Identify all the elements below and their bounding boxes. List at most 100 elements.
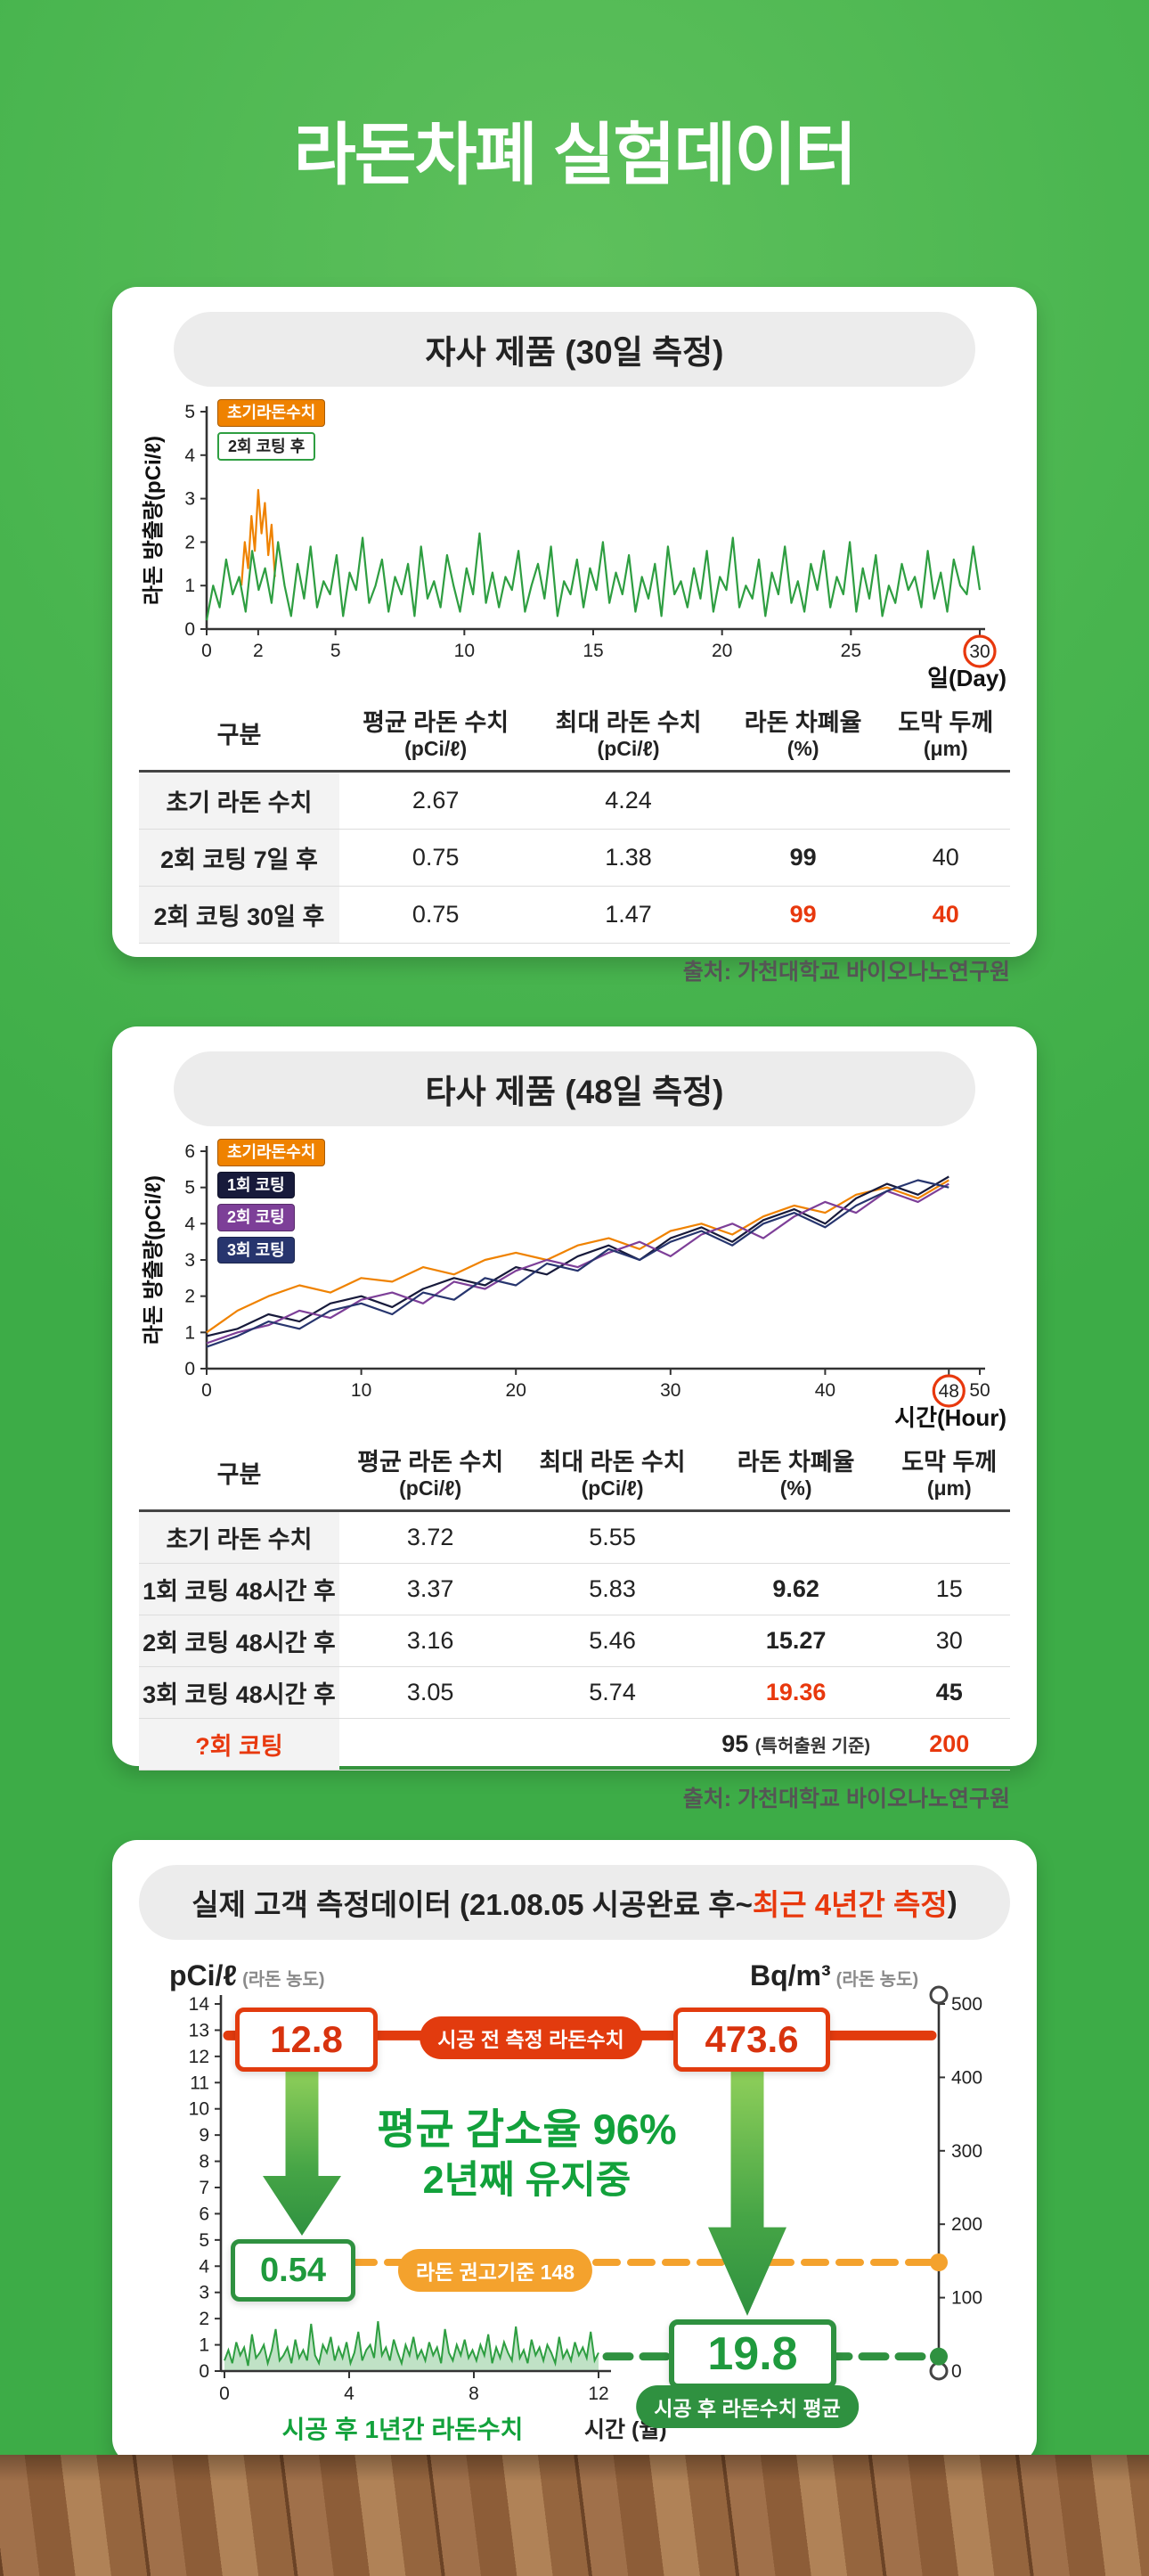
table-cell: [881, 771, 1010, 830]
reduction-stat-line1: 평균 감소율 96%: [377, 2106, 677, 2153]
series-line: [240, 488, 276, 586]
table-cell: 9.62: [703, 1563, 889, 1615]
svg-text:10: 10: [189, 2099, 209, 2120]
svg-text:20: 20: [712, 641, 732, 661]
line-chart-48hour: 0 1 2 3 4 5 6 0 10 20 30 40 50 48 라돈 방출량(pCi/ℓ) 시간(Hour…: [142, 1141, 1006, 1431]
table-row: 2회 코팅 7일 후 0.75 1.38 99 40: [139, 829, 1010, 887]
table-row: 2회 코팅 48시간 후 3.16 5.46 15.27 30: [139, 1615, 1010, 1667]
table-cell: 40: [881, 886, 1010, 944]
reduction-stat: 평균 감소율 96% 2년째 유지중: [351, 2102, 703, 2206]
card3-header-highlight: 최근 4년간 측정: [752, 1888, 948, 1921]
table-cell: 3.16: [338, 1615, 522, 1667]
svg-text:0: 0: [201, 641, 212, 661]
table-cell: 15.27: [703, 1615, 889, 1667]
card3-header: 실제 고객 측정데이터 (21.08.05 시공완료 후~ 최근 4년간 측정): [139, 1865, 1010, 1940]
svg-text:일(Day): 일(Day): [927, 665, 1006, 691]
axis-bottom-marker: [929, 2361, 949, 2381]
svg-text:0: 0: [184, 1359, 195, 1379]
svg-text:2: 2: [199, 2309, 209, 2329]
table-header-row: 구분 평균 라돈 수치 (pCi/ℓ) 최대 라돈 수치 (pCi/ℓ) 라돈 차폐율 (%…: [139, 700, 1010, 773]
table-row: 초기 라돈 수치 3.72 5.55: [139, 1510, 1010, 1564]
after-value-pci: 0.54: [231, 2239, 355, 2302]
card1-header: 자사 제품 (30일 측정): [174, 312, 975, 387]
svg-text:15: 15: [583, 641, 603, 661]
svg-text:12: 12: [189, 2047, 209, 2067]
svg-text:12: 12: [588, 2384, 608, 2404]
series-line: [206, 1179, 949, 1334]
table-row: 3회 코팅 48시간 후 3.05 5.74 19.36 45: [139, 1666, 1010, 1719]
svg-text:5: 5: [184, 402, 195, 422]
left-axis-unit: pCi/ℓ (라돈 농도): [169, 1959, 325, 1992]
circled-tick: [932, 1374, 966, 1408]
right-axis-unit: Bq/m³ (라돈 농도): [750, 1959, 918, 1992]
svg-text:300: 300: [951, 2141, 982, 2162]
row-label: 2회 코팅 30일 후: [139, 886, 339, 944]
table-cell: 2.67: [338, 771, 533, 830]
svg-text:14: 14: [189, 1994, 210, 2015]
legend-chip: 초기라돈수치: [217, 1139, 326, 1166]
svg-text:2: 2: [184, 532, 195, 552]
table-cell: 0.75: [338, 886, 533, 944]
svg-text:시간(Hour): 시간(Hour): [894, 1404, 1006, 1431]
series-line: [206, 1182, 949, 1345]
table-cell: 3.05: [338, 1666, 522, 1719]
series-line: [206, 1179, 949, 1348]
guideline-marker: [930, 2253, 948, 2272]
table-header: 최대 라돈 수치 (pCi/ℓ): [532, 700, 725, 773]
svg-text:0: 0: [219, 2384, 230, 2404]
table-cell: [724, 771, 882, 830]
svg-text:1: 1: [184, 1322, 195, 1343]
card1-header-label: 자사 제품 (30일 측정): [425, 334, 724, 371]
before-value-bq: 473.6: [673, 2008, 830, 2072]
svg-text:4: 4: [184, 1214, 195, 1234]
table-header: 라돈 차폐율 (%): [703, 1440, 889, 1512]
card2-chart-area: 0 1 2 3 4 5 6 0 10 20 30 40 50 48 라돈 방출량(pCi/ℓ) 시간(Hour…: [139, 1137, 1010, 1431]
svg-text:9: 9: [199, 2125, 209, 2146]
svg-text:100: 100: [951, 2288, 982, 2309]
svg-text:10: 10: [351, 1380, 371, 1401]
row-label: 2회 코팅 7일 후: [139, 829, 339, 887]
svg-text:라돈 방출량(pCi/ℓ): 라돈 방출량(pCi/ℓ): [142, 1175, 166, 1345]
left-axis-unit-label: pCi/ℓ: [169, 1959, 238, 1991]
card2-legend: 초기라돈수치 1회 코팅 2회 코팅 3회 코팅: [217, 1139, 326, 1263]
card1-chart-area: 0 1 2 3 4 5 0 2 5 10 15 20 25 30 라돈 방출량(pCi/ℓ) 일(Day) 초…: [139, 397, 1010, 691]
after-average-label: 시공 후 라돈수치 평균: [636, 2385, 859, 2428]
table-header: 평균 라돈 수치 (pCi/ℓ): [338, 700, 533, 773]
svg-text:6: 6: [184, 1141, 195, 1162]
table-cell: [338, 1718, 522, 1770]
table-cell: 3.37: [338, 1563, 522, 1615]
svg-text:3: 3: [199, 2283, 209, 2303]
svg-text:13: 13: [189, 2020, 209, 2040]
svg-text:6: 6: [199, 2204, 209, 2224]
svg-text:4: 4: [199, 2256, 209, 2277]
svg-text:1: 1: [199, 2335, 209, 2356]
card2-source: 출처: 가천대학교 바이오나노연구원: [682, 1786, 1010, 1811]
svg-text:2: 2: [184, 1287, 195, 1307]
svg-text:200: 200: [951, 2214, 982, 2235]
table-row: 1회 코팅 48시간 후 3.37 5.83 9.62 15: [139, 1563, 1010, 1615]
table-cell: 5.83: [521, 1563, 704, 1615]
card2-header-label: 타사 제품 (48일 측정): [425, 1074, 724, 1110]
svg-text:10: 10: [454, 641, 475, 661]
legend-chip: 2회 코팅: [217, 1204, 295, 1231]
guideline-label: 라돈 권고기준 148: [397, 2249, 593, 2292]
row-label: 3회 코팅 48시간 후: [139, 1666, 339, 1719]
table-cell: 95 (특허출원 기준): [703, 1718, 889, 1770]
table-cell: 1.38: [532, 829, 725, 887]
table-cell: 0.75: [338, 829, 533, 887]
svg-text:48: 48: [939, 1381, 959, 1402]
svg-text:3: 3: [184, 489, 195, 510]
svg-text:0: 0: [199, 2361, 209, 2382]
card3-header-suffix: ): [947, 1885, 958, 1918]
legend-chip: 2회 코팅 후: [217, 431, 316, 461]
table-header: 평균 라돈 수치 (pCi/ℓ): [338, 1440, 522, 1512]
svg-text:30: 30: [660, 1380, 680, 1401]
card-customer-data: 실제 고객 측정데이터 (21.08.05 시공완료 후~ 최근 4년간 측정) …: [112, 1840, 1037, 2464]
card3-header-prefix: 실제 고객 측정데이터 (21.08.05 시공완료 후~: [192, 1888, 753, 1921]
table-cell: 19.36: [703, 1666, 889, 1719]
svg-text:50: 50: [969, 1380, 990, 1401]
right-axis-unit-label: Bq/m³: [750, 1959, 831, 1991]
svg-text:5: 5: [199, 2230, 209, 2251]
row-label: 2회 코팅 48시간 후: [139, 1615, 339, 1667]
